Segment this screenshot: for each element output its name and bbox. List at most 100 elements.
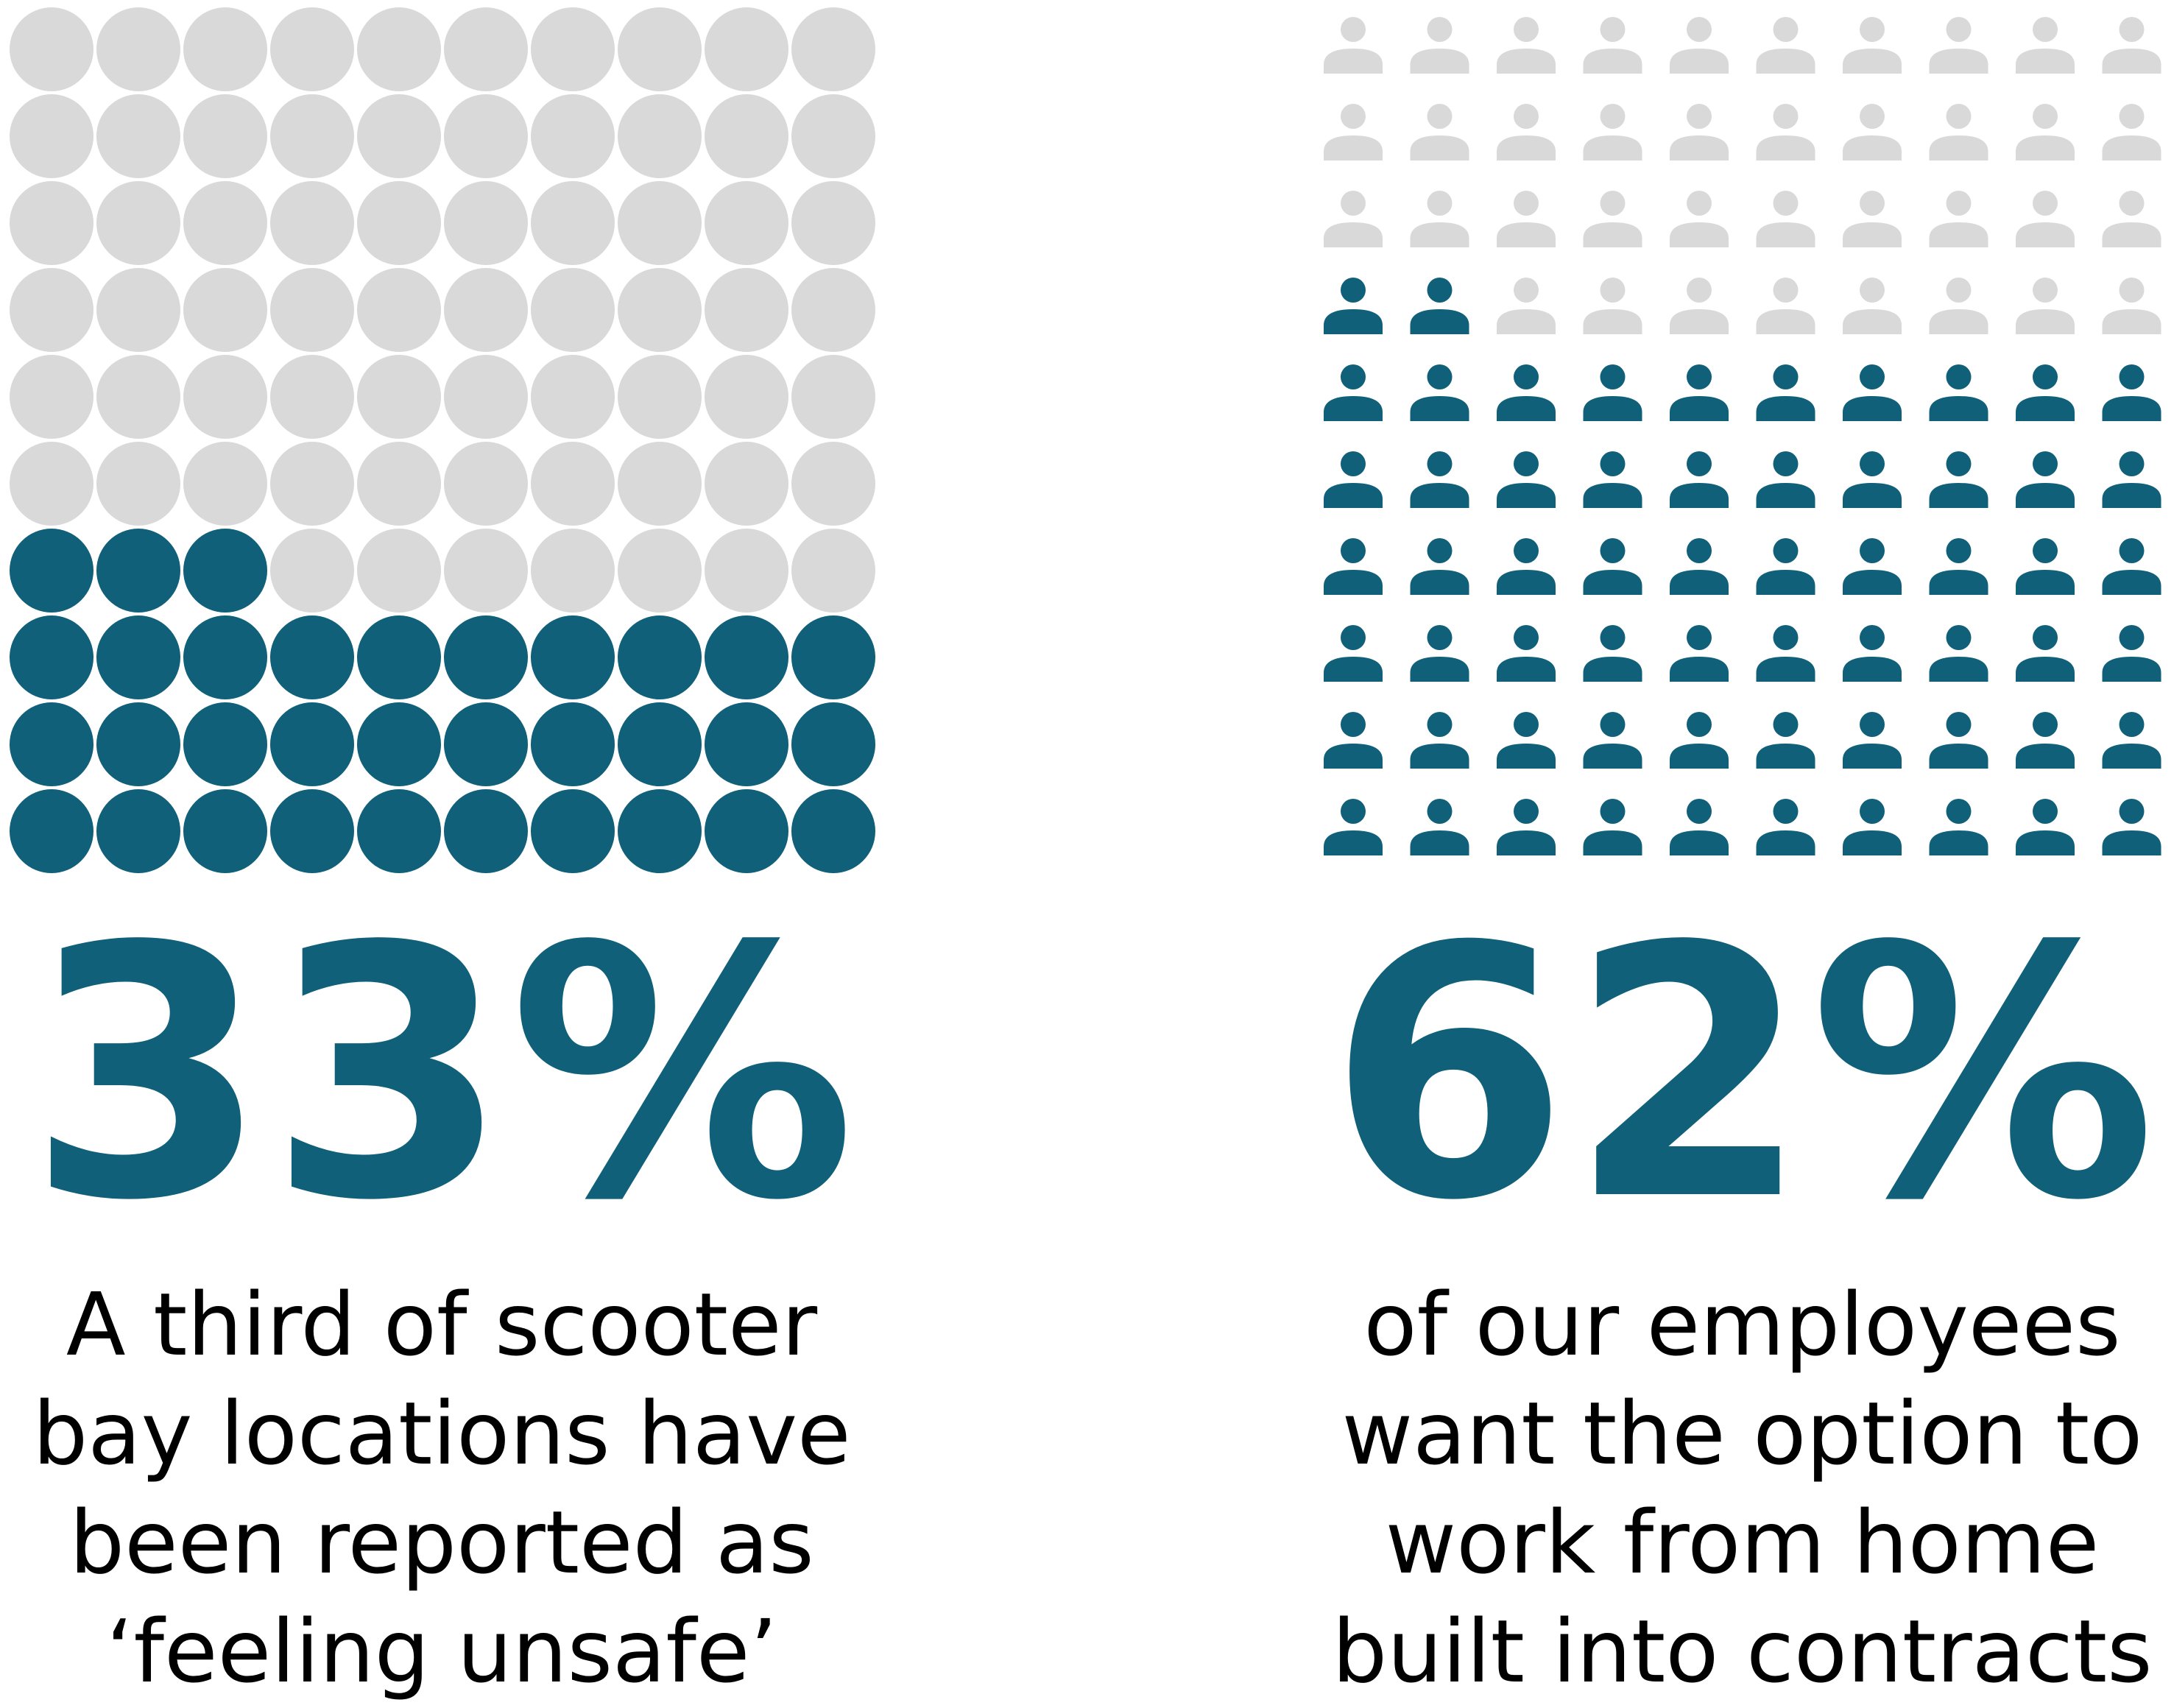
person-icon-empty (1324, 104, 1383, 160)
waffle-cell-empty (10, 181, 93, 265)
waffle-cell-filled (791, 789, 875, 873)
person-icon-empty (1670, 17, 1729, 74)
person-icon-filled (1929, 799, 1988, 855)
waffle-cell-empty (10, 268, 93, 352)
person-icon-empty (1497, 17, 1556, 74)
person-icon-filled (1583, 364, 1642, 421)
person-icon-empty (1843, 17, 1902, 74)
caption-line: of our employees (1363, 1274, 2121, 1375)
person-icon-empty (1410, 191, 1469, 247)
waffle-cell-empty (444, 7, 528, 91)
waffle-cell-empty (270, 529, 354, 613)
waffle-cell-empty (444, 268, 528, 352)
waffle-cell-empty (183, 94, 267, 178)
waffle-cell-empty (183, 355, 267, 439)
waffle-cell-empty (357, 355, 441, 439)
person-icon-filled (1929, 364, 1988, 421)
waffle-cell-empty (183, 181, 267, 265)
person-icon-filled (2102, 538, 2161, 595)
waffle-cell-filled (705, 702, 788, 786)
percent-value: 33% (27, 873, 856, 1276)
person-icon-waffle-chart (1324, 17, 2161, 855)
person-icon-filled (1670, 364, 1729, 421)
person-icon-filled (1756, 799, 1815, 855)
person-icon-empty (2102, 104, 2161, 160)
caption-line: built into contracts (1332, 1601, 2153, 1702)
waffle-cell-empty (531, 529, 615, 613)
person-icon-filled (1929, 538, 1988, 595)
waffle-cell-empty (270, 355, 354, 439)
waffle-cell-filled (791, 615, 875, 699)
waffle-cell-empty (357, 268, 441, 352)
person-icon-empty (1410, 104, 1469, 160)
person-icon-filled (1583, 451, 1642, 508)
waffle-cell-filled (10, 789, 93, 873)
person-icon-empty (1670, 104, 1729, 160)
person-icon-filled (1497, 799, 1556, 855)
waffle-cell-filled (183, 702, 267, 786)
waffle-cell-filled (444, 789, 528, 873)
person-icon-empty (1670, 278, 1729, 334)
waffle-cell-filled (791, 702, 875, 786)
waffle-cell-filled (270, 789, 354, 873)
caption-line: work from home (1385, 1492, 2100, 1593)
person-icon-empty (2016, 278, 2075, 334)
person-icon-empty (1843, 278, 1902, 334)
person-icon-filled (1324, 451, 1383, 508)
person-icon-filled (1324, 625, 1383, 682)
caption-line: ‘feeling unsafe’ (105, 1601, 778, 1702)
waffle-cell-empty (444, 355, 528, 439)
waffle-cell-empty (705, 355, 788, 439)
waffle-cell-filled (10, 702, 93, 786)
waffle-cell-empty (531, 7, 615, 91)
person-icon-filled (1843, 625, 1902, 682)
person-icon-filled (2016, 799, 2075, 855)
waffle-cell-empty (270, 181, 354, 265)
person-icon-filled (1843, 451, 1902, 508)
waffle-cell-empty (791, 268, 875, 352)
waffle-cell-filled (96, 789, 180, 873)
waffle-cell-empty (96, 355, 180, 439)
caption-line: been reported as (69, 1492, 814, 1593)
person-icon-filled (1583, 625, 1642, 682)
person-icon-empty (1756, 17, 1815, 74)
person-icon-empty (2016, 191, 2075, 247)
person-icon-filled (2016, 625, 2075, 682)
person-icon-empty (1497, 278, 1556, 334)
waffle-cell-empty (531, 94, 615, 178)
person-icon-filled (2102, 799, 2161, 855)
waffle-cell-empty (96, 7, 180, 91)
waffle-cell-empty (444, 442, 528, 526)
waffle-cell-filled (270, 702, 354, 786)
waffle-cell-empty (618, 7, 702, 91)
person-icon-filled (1410, 712, 1469, 769)
stat-caption: A third of scooter bay locations have be… (0, 1270, 883, 1706)
person-icon-filled (2016, 451, 2075, 508)
waffle-cell-empty (270, 268, 354, 352)
waffle-cell-filled (357, 789, 441, 873)
person-icon-filled (1324, 278, 1383, 334)
waffle-cell-filled (705, 789, 788, 873)
waffle-cell-filled (444, 702, 528, 786)
waffle-cell-empty (618, 442, 702, 526)
person-icon-filled (1670, 538, 1729, 595)
waffle-cell-filled (531, 789, 615, 873)
person-icon-filled (1410, 799, 1469, 855)
waffle-cell-empty (791, 7, 875, 91)
waffle-cell-empty (705, 94, 788, 178)
person-icon-filled (1497, 712, 1556, 769)
person-icon-empty (1324, 191, 1383, 247)
person-icon-filled (1670, 799, 1729, 855)
person-icon-filled (1756, 451, 1815, 508)
person-icon-filled (1324, 799, 1383, 855)
waffle-cell-empty (791, 181, 875, 265)
waffle-cell-empty (618, 529, 702, 613)
waffle-cell-empty (183, 268, 267, 352)
waffle-cell-filled (357, 702, 441, 786)
waffle-cell-empty (357, 181, 441, 265)
person-icon-empty (1843, 104, 1902, 160)
waffle-cell-filled (10, 529, 93, 613)
waffle-cell-empty (357, 529, 441, 613)
person-icon-filled (1670, 451, 1729, 508)
waffle-cell-empty (357, 94, 441, 178)
